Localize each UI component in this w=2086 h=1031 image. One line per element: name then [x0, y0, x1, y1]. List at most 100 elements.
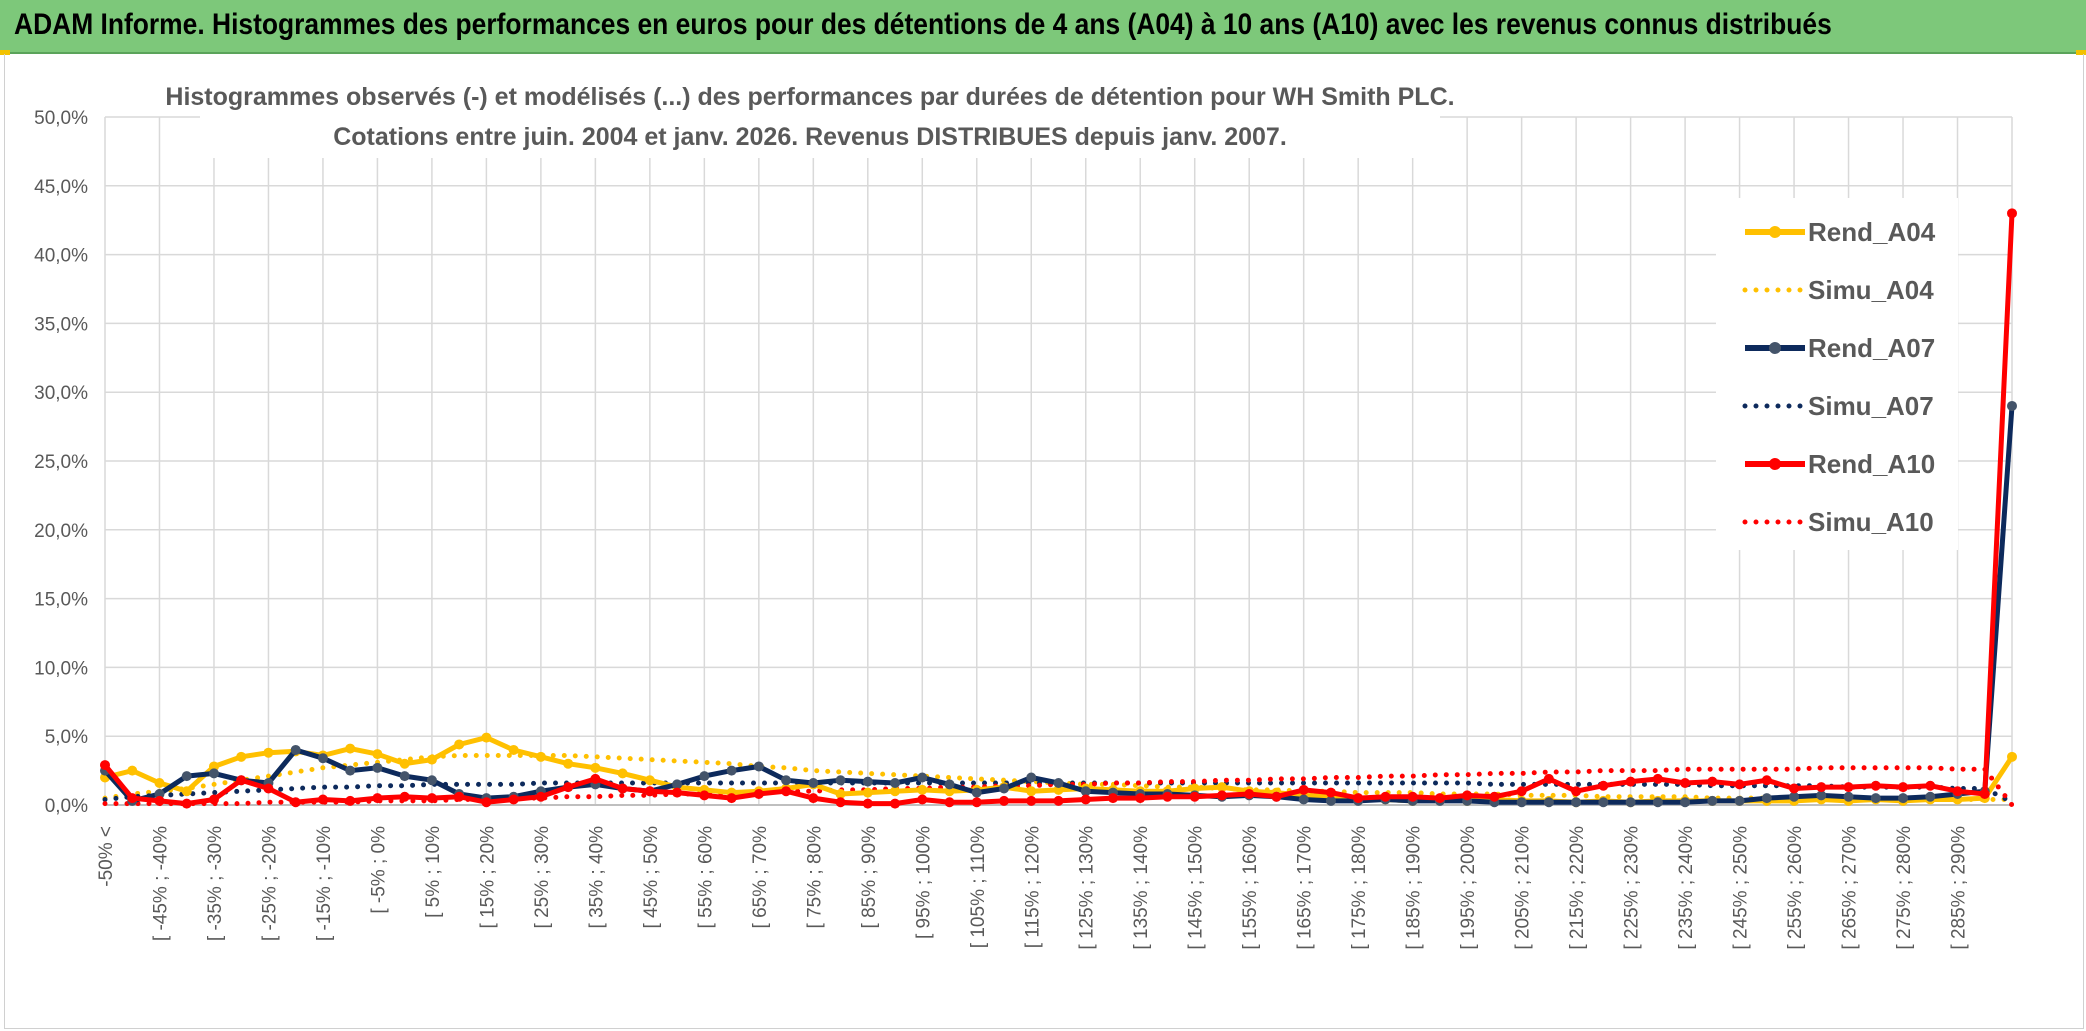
x-tick-label: [ -45% ; -40%	[150, 826, 171, 941]
data-point-rend-a10	[1162, 791, 1173, 802]
data-point-rend-a10	[154, 795, 165, 806]
corner-accent-right	[2076, 50, 2086, 55]
data-point-rend-a10	[672, 787, 683, 798]
data-point-rend-a07	[1053, 777, 1064, 788]
legend-label: Rend_A04	[1808, 217, 1936, 247]
data-point-rend-a07	[208, 768, 219, 779]
data-point-rend-a07	[181, 771, 192, 782]
y-tick-label: 10,0%	[34, 658, 88, 679]
legend-label: Simu_A04	[1808, 275, 1934, 305]
data-point-rend-a07	[672, 779, 683, 790]
data-point-rend-a10	[944, 797, 955, 808]
y-tick-label: 35,0%	[34, 314, 88, 335]
x-tick-label: [ 95% ; 100%	[913, 826, 934, 939]
data-point-rend-a10	[753, 788, 764, 799]
data-point-rend-a10	[481, 797, 492, 808]
data-point-rend-a10	[699, 790, 710, 801]
x-tick-label: [ 205% ; 210%	[1513, 826, 1534, 950]
data-point-rend-a10	[1952, 786, 1963, 797]
report-title: ADAM Informe. Histogrammes des performan…	[14, 8, 1832, 41]
data-point-rend-a07	[862, 776, 873, 787]
data-point-rend-a07	[1761, 793, 1772, 804]
chart-title-background	[200, 76, 1440, 158]
legend-marker	[1769, 342, 1781, 354]
x-tick-label: [ 45% ; 50%	[641, 826, 662, 929]
data-point-rend-a07	[1898, 793, 1909, 804]
x-tick-label: [ 35% ; 40%	[586, 826, 607, 929]
chart-frame	[4, 54, 2084, 1029]
data-point-rend-a04	[454, 739, 465, 750]
x-tick-label: [ 115% ; 120%	[1022, 826, 1043, 948]
data-point-rend-a10	[508, 794, 519, 805]
y-tick-label: 45,0%	[34, 177, 88, 198]
x-tick-label: [ 265% ; 270%	[1840, 826, 1861, 950]
data-point-rend-a07	[1026, 772, 1037, 783]
title-bar: ADAM Informe. Histogrammes des performan…	[0, 0, 2086, 54]
series-group	[100, 208, 2017, 809]
data-point-rend-a10	[100, 760, 110, 771]
data-point-rend-a07	[1298, 794, 1309, 805]
data-point-rend-a07	[426, 775, 437, 786]
data-point-rend-a07	[154, 788, 165, 799]
y-tick-label: 15,0%	[34, 590, 88, 611]
data-point-rend-a04	[127, 765, 138, 776]
data-point-rend-a07	[781, 775, 792, 786]
y-axis-ticks: 0,0% 5,0% 10,0% 15,0% 20,0% 25,0% 30,0% 35,0% 40…	[34, 108, 88, 817]
data-point-rend-a04	[617, 768, 628, 779]
data-point-rend-a10	[1625, 776, 1636, 787]
data-point-rend-a10	[2007, 208, 2017, 219]
data-point-rend-a10	[1898, 782, 1909, 793]
x-tick-label: [ 75% ; 80%	[804, 826, 825, 929]
y-tick-label: 0,0%	[45, 796, 88, 817]
data-point-rend-a10	[862, 798, 873, 809]
data-point-rend-a04	[181, 786, 192, 797]
data-point-rend-a10	[781, 786, 792, 797]
data-point-rend-a10	[890, 798, 901, 809]
data-point-rend-a04	[1026, 786, 1037, 797]
data-point-rend-a10	[1053, 795, 1064, 806]
data-point-rend-a07	[917, 772, 928, 783]
x-tick-label: [ 145% ; 150%	[1186, 826, 1207, 950]
data-point-rend-a04	[2007, 751, 2017, 762]
y-tick-label: 40,0%	[34, 246, 88, 267]
data-point-rend-a10	[1680, 777, 1691, 788]
series-line-simu-a10	[102, 765, 2015, 808]
data-point-rend-a07	[1543, 797, 1554, 808]
data-point-rend-a10	[1652, 773, 1663, 784]
data-point-rend-a10	[1380, 791, 1391, 802]
chart-title-line1: Histogrammes observés (-) et modélisés (…	[165, 83, 1454, 111]
data-point-rend-a04	[535, 751, 546, 762]
data-point-rend-a04	[1216, 782, 1227, 793]
x-tick-label: [ 105% ; 110%	[968, 826, 989, 948]
data-point-rend-a10	[1979, 788, 1990, 799]
data-point-rend-a10	[1353, 793, 1364, 804]
data-point-rend-a10	[1434, 793, 1445, 804]
data-point-rend-a07	[726, 765, 737, 776]
y-tick-label: 50,0%	[34, 108, 88, 129]
data-point-rend-a10	[181, 798, 192, 809]
data-point-rend-a10	[1135, 793, 1146, 804]
x-tick-label: [ 175% ; 180%	[1349, 826, 1370, 950]
x-tick-label: [ 125% ; 130%	[1077, 826, 1098, 950]
corner-accent-left	[0, 50, 10, 55]
y-tick-label: 20,0%	[34, 521, 88, 542]
series-line-simu-a07	[102, 780, 2015, 805]
data-point-rend-a04	[399, 758, 410, 769]
data-point-rend-a10	[1298, 784, 1309, 795]
data-point-rend-a04	[644, 775, 655, 786]
data-point-rend-a04	[944, 786, 955, 797]
data-point-rend-a07	[372, 762, 383, 773]
x-tick-label: [ -15% ; -10%	[314, 826, 335, 941]
data-point-rend-a04	[426, 754, 437, 765]
x-tick-label: [ 15% ; 20%	[477, 826, 498, 929]
data-point-rend-a07	[1571, 797, 1582, 808]
data-point-rend-a07	[835, 775, 846, 786]
data-point-rend-a07	[1680, 797, 1691, 808]
data-point-rend-a07	[290, 744, 301, 755]
x-tick-label: [ 185% ; 190%	[1404, 826, 1425, 950]
data-point-rend-a10	[372, 793, 383, 804]
y-tick-label: 5,0%	[45, 727, 88, 748]
data-point-rend-a04	[890, 786, 901, 797]
data-point-rend-a04	[563, 758, 574, 769]
